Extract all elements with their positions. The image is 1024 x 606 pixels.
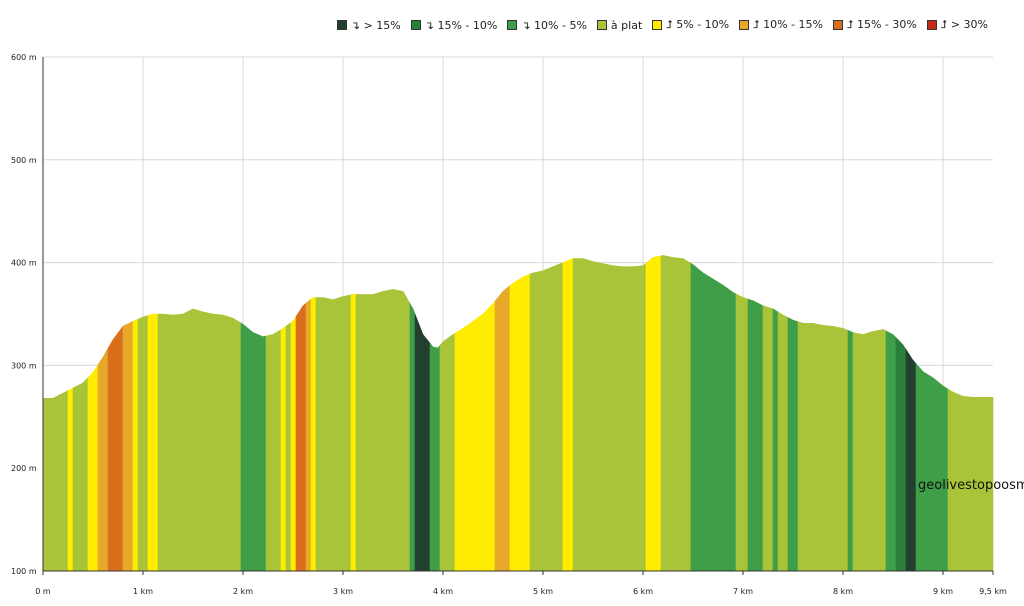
legend-item: ⮥ 5% - 10% [652,18,729,32]
y-tick-label: 600 m [11,53,37,62]
slope-segment-dn10 [747,298,764,572]
legend-label: ↴ > 15% [350,18,401,32]
slope-segment-up5 [464,300,496,572]
slope-segment-up5 [509,273,531,572]
legend-swatch [926,20,937,30]
legend-swatch [410,20,421,30]
legend: ↴ > 15% ↴ 15% - 10% ↴ 10% - 5% à plat ⮥ 5% -… [336,18,988,32]
slope-segment-up5 [132,318,139,572]
slope-segment-up10 [97,347,109,572]
slope-segment-up5 [454,326,466,572]
legend-label: ⮥ 15% - 30% [846,18,917,31]
legend-label: à plat [610,18,643,32]
legend-swatch [739,20,750,30]
slope-segment-flat [265,329,282,572]
legend-item: ↴ 10% - 5% [507,18,587,32]
slope-segment-up10 [305,298,312,572]
x-tick-label: 2 km [233,587,253,596]
legend-swatch [832,20,843,30]
slope-segment-dn15plus [414,313,431,572]
slope-segment-flat [529,262,564,572]
x-tick-label: 0 m [35,587,51,596]
slope-segment-dn15plus [905,348,917,572]
slope-segment-flat [42,390,69,572]
slope-segment-flat [355,289,411,572]
slope-segment-flat [852,329,887,572]
legend-item: ⮥ > 30% [926,18,988,32]
y-tick-label: 200 m [11,464,37,473]
slope-segment-up5 [310,297,317,572]
slope-areas [42,255,994,572]
y-tick-label: 300 m [11,361,37,370]
legend-label: ↴ 10% - 5% [521,18,587,32]
slope-segment-dn10 [409,302,416,572]
legend-item: ↴ 15% - 10% [410,18,498,32]
slope-segment-flat [137,315,149,572]
slope-segment-dn10 [690,262,737,572]
legend-item: ⮥ 15% - 30% [832,18,917,32]
slope-segment-dn10 [915,362,949,572]
x-tick-label: 1 km [133,587,153,596]
x-tick-label: 6 km [633,587,653,596]
slope-segment-up15 [107,325,124,572]
x-tick-label: 9,5 km [979,587,1007,596]
slope-segment-up5 [290,315,297,572]
slope-segment-dn15 [895,336,907,572]
slope-segment-flat [157,308,242,572]
slope-segment-flat [72,376,89,572]
legend-swatch [652,20,663,30]
slope-segment-dn10 [429,342,441,572]
watermark-text: geolivestopoosm [918,478,1024,493]
slope-segment-dn10 [772,308,779,572]
legend-item: ⮥ 10% - 15% [739,18,823,32]
slope-segment-dn10 [787,317,799,572]
y-tick-label: 100 m [11,567,37,576]
legend-item: à plat [596,18,643,32]
slope-segment-flat [797,321,849,572]
slope-segment-up5 [67,387,74,572]
slope-segment-up10 [494,284,511,572]
legend-label: ⮥ > 30% [940,18,988,31]
slope-segment-up5 [350,294,357,572]
slope-segment-flat [762,305,774,572]
slope-segment-flat [735,293,749,572]
x-tick-label: 8 km [833,587,853,596]
slope-segment-flat [660,255,692,572]
slope-segment-dn10 [240,322,267,572]
slope-segment-up10 [122,320,134,572]
legend-swatch [596,20,607,30]
slope-segment-flat [439,332,456,572]
slope-segment-flat [777,311,789,572]
slope-segment-up15 [295,302,307,572]
x-tick-label: 5 km [533,587,553,596]
x-tick-label: 4 km [433,587,453,596]
legend-swatch [336,20,347,30]
slope-segment-flat [285,322,292,572]
slope-segment-up5 [87,363,99,572]
slope-segment-dn10 [847,330,854,572]
slope-segment-dn10 [885,330,897,572]
slope-segment-flat [315,294,352,572]
x-tick-label: 7 km [733,587,753,596]
x-tick-label: 9 km [933,587,953,596]
legend-label: ↴ 15% - 10% [424,18,498,32]
y-tick-label: 400 m [11,259,37,268]
legend-label: ⮥ 10% - 15% [753,18,823,31]
y-tick-label: 500 m [11,156,37,165]
slope-segment-up5 [645,255,662,572]
slope-segment-flat [947,388,994,572]
legend-swatch [507,20,518,30]
legend-item: ↴ > 15% [336,18,401,32]
slope-segment-up5 [562,258,574,572]
legend-label: ⮥ 5% - 10% [666,18,730,31]
axes: 100 m 200 m 300 m 400 m 500 m 600 m 0 m 1 km 2 k… [11,53,1007,596]
slope-segment-up5 [280,325,287,572]
x-tick-label: 3 km [333,587,353,596]
slope-segment-up5 [147,313,159,572]
slope-segment-flat [572,258,647,572]
